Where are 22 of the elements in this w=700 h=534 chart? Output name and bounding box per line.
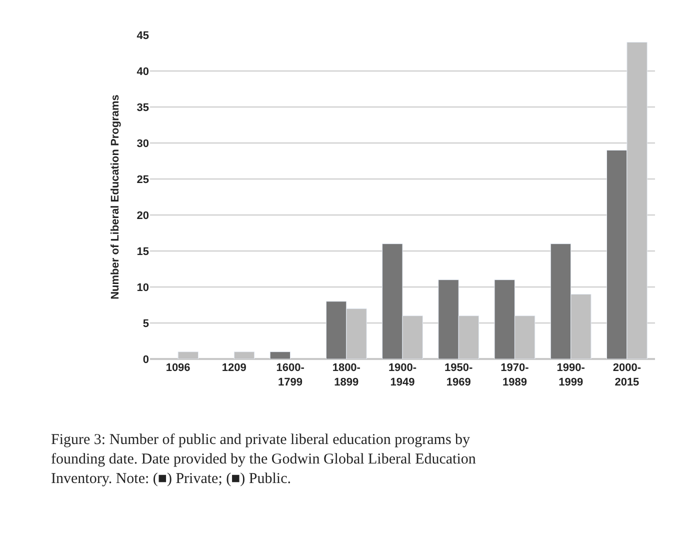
y-tick-label: 35 [136, 102, 149, 114]
x-tick-label: 1950- 1969 [444, 362, 474, 388]
y-tick-label: 25 [136, 174, 149, 186]
y-tick-label: 10 [136, 282, 149, 294]
x-tick-label: 1900- 1949 [388, 362, 417, 388]
caption: Figure 3: Number of public and private liberal education programs by founding date. Date provided by the Godwin Global Liberal Education Inventory. Note: (■) Private; (■) Public. [51, 432, 476, 487]
x-tick-label: 1970- 1989 [500, 362, 530, 388]
y-tick-label: 5 [142, 318, 149, 330]
bar [270, 352, 291, 359]
x-tick-label: 1096 [166, 362, 190, 374]
y-tick-label: 15 [136, 246, 149, 258]
y-tick-label: 45 [136, 30, 149, 42]
y-axis-title: Number of Liberal Education Programs [109, 94, 122, 300]
y-tick-label: 30 [136, 138, 149, 150]
x-tick-label: 1800- 1899 [332, 362, 361, 388]
x-tick-label: 1990- 1999 [556, 362, 586, 388]
y-tick-label: 0 [142, 354, 149, 366]
x-tick-label: 2000- 2015 [612, 362, 642, 388]
y-tick-label: 20 [136, 210, 149, 222]
y-tick-label: 40 [136, 66, 149, 78]
x-tick-label: 1600- 1799 [276, 362, 305, 388]
x-tick-label: 1209 [222, 362, 246, 374]
